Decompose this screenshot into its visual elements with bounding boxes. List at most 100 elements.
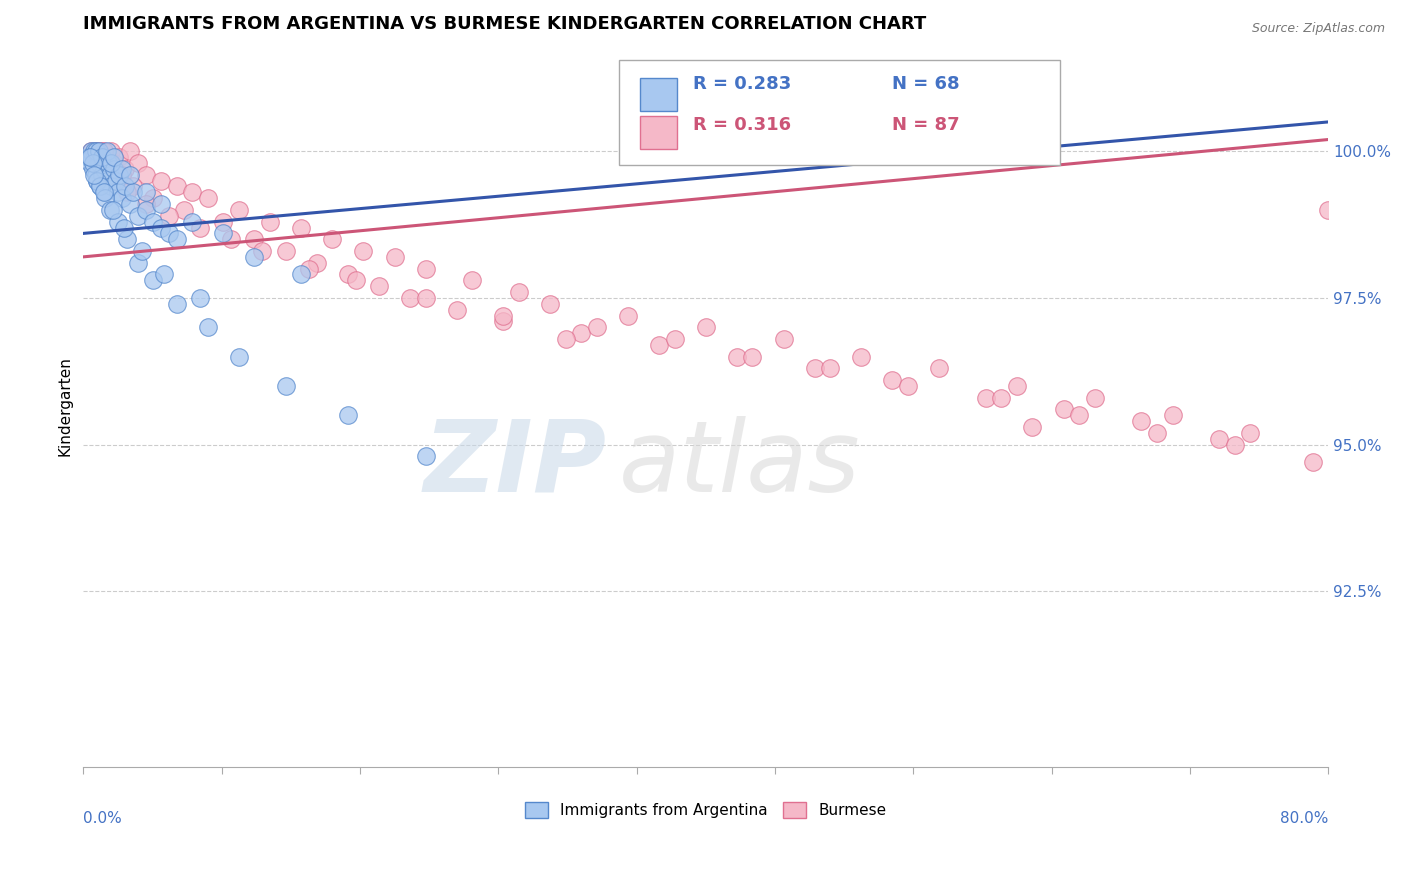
- Point: [1317, 202, 1340, 217]
- Point: [399, 291, 422, 305]
- Point: [173, 202, 195, 217]
- Point: [82, 161, 104, 176]
- Point: [83, 145, 105, 159]
- Point: [344, 273, 367, 287]
- Point: [274, 379, 297, 393]
- Point: [83, 168, 105, 182]
- Point: [508, 285, 530, 299]
- Legend: Immigrants from Argentina, Burmese: Immigrants from Argentina, Burmese: [519, 797, 893, 824]
- Point: [93, 161, 115, 176]
- Point: [1005, 379, 1028, 393]
- Point: [1021, 420, 1043, 434]
- Text: N = 68: N = 68: [893, 75, 960, 93]
- Point: [197, 320, 219, 334]
- Point: [96, 173, 118, 187]
- Point: [103, 161, 125, 176]
- Point: [115, 186, 138, 200]
- Point: [96, 150, 118, 164]
- Point: [1052, 402, 1074, 417]
- Point: [150, 173, 173, 187]
- Point: [617, 309, 640, 323]
- Point: [122, 186, 145, 200]
- Point: [538, 297, 561, 311]
- Point: [157, 209, 180, 223]
- Point: [974, 391, 997, 405]
- Point: [100, 179, 122, 194]
- Point: [103, 156, 125, 170]
- Point: [1146, 425, 1168, 440]
- Point: [188, 220, 211, 235]
- Text: Source: ZipAtlas.com: Source: ZipAtlas.com: [1251, 22, 1385, 36]
- Point: [928, 361, 950, 376]
- Point: [91, 150, 114, 164]
- Point: [415, 261, 437, 276]
- Point: [100, 145, 122, 159]
- Point: [96, 145, 118, 159]
- Point: [107, 186, 129, 200]
- Text: R = 0.283: R = 0.283: [693, 75, 792, 93]
- Point: [585, 320, 607, 334]
- Point: [127, 256, 149, 270]
- Point: [108, 150, 131, 164]
- Point: [142, 215, 165, 229]
- Point: [87, 145, 110, 159]
- Point: [87, 145, 110, 159]
- Point: [80, 150, 103, 164]
- Point: [94, 186, 117, 200]
- Point: [84, 168, 107, 182]
- Point: [772, 332, 794, 346]
- Point: [84, 145, 107, 159]
- Point: [98, 202, 121, 217]
- Point: [118, 197, 141, 211]
- Point: [290, 220, 312, 235]
- Point: [1208, 432, 1230, 446]
- Point: [157, 227, 180, 241]
- Point: [101, 173, 124, 187]
- Point: [115, 232, 138, 246]
- Point: [97, 156, 120, 170]
- Point: [135, 202, 157, 217]
- Point: [166, 179, 188, 194]
- FancyBboxPatch shape: [619, 60, 1060, 165]
- Point: [86, 173, 108, 187]
- Point: [384, 250, 406, 264]
- Point: [150, 197, 173, 211]
- Point: [554, 332, 576, 346]
- Point: [135, 168, 157, 182]
- Text: R = 0.316: R = 0.316: [693, 116, 792, 134]
- Point: [91, 145, 114, 159]
- Point: [84, 145, 107, 159]
- Point: [135, 186, 157, 200]
- Point: [127, 209, 149, 223]
- Point: [298, 261, 321, 276]
- Point: [305, 256, 328, 270]
- Point: [352, 244, 374, 258]
- Point: [851, 350, 873, 364]
- FancyBboxPatch shape: [640, 78, 678, 111]
- Point: [101, 202, 124, 217]
- Point: [153, 268, 176, 282]
- Point: [882, 373, 904, 387]
- Point: [415, 291, 437, 305]
- Point: [100, 156, 122, 170]
- Point: [111, 161, 134, 176]
- Point: [336, 409, 359, 423]
- Y-axis label: Kindergarten: Kindergarten: [58, 357, 72, 457]
- Text: N = 87: N = 87: [893, 116, 960, 134]
- Point: [104, 173, 127, 187]
- Point: [103, 150, 125, 164]
- Point: [569, 326, 592, 340]
- Point: [228, 350, 250, 364]
- Point: [990, 391, 1012, 405]
- Point: [252, 244, 274, 258]
- Point: [97, 156, 120, 170]
- Point: [80, 145, 103, 159]
- Point: [118, 145, 141, 159]
- Point: [79, 156, 101, 170]
- Point: [108, 168, 131, 182]
- Point: [111, 168, 134, 182]
- Point: [83, 150, 105, 164]
- Point: [219, 232, 242, 246]
- Point: [82, 156, 104, 170]
- Point: [166, 297, 188, 311]
